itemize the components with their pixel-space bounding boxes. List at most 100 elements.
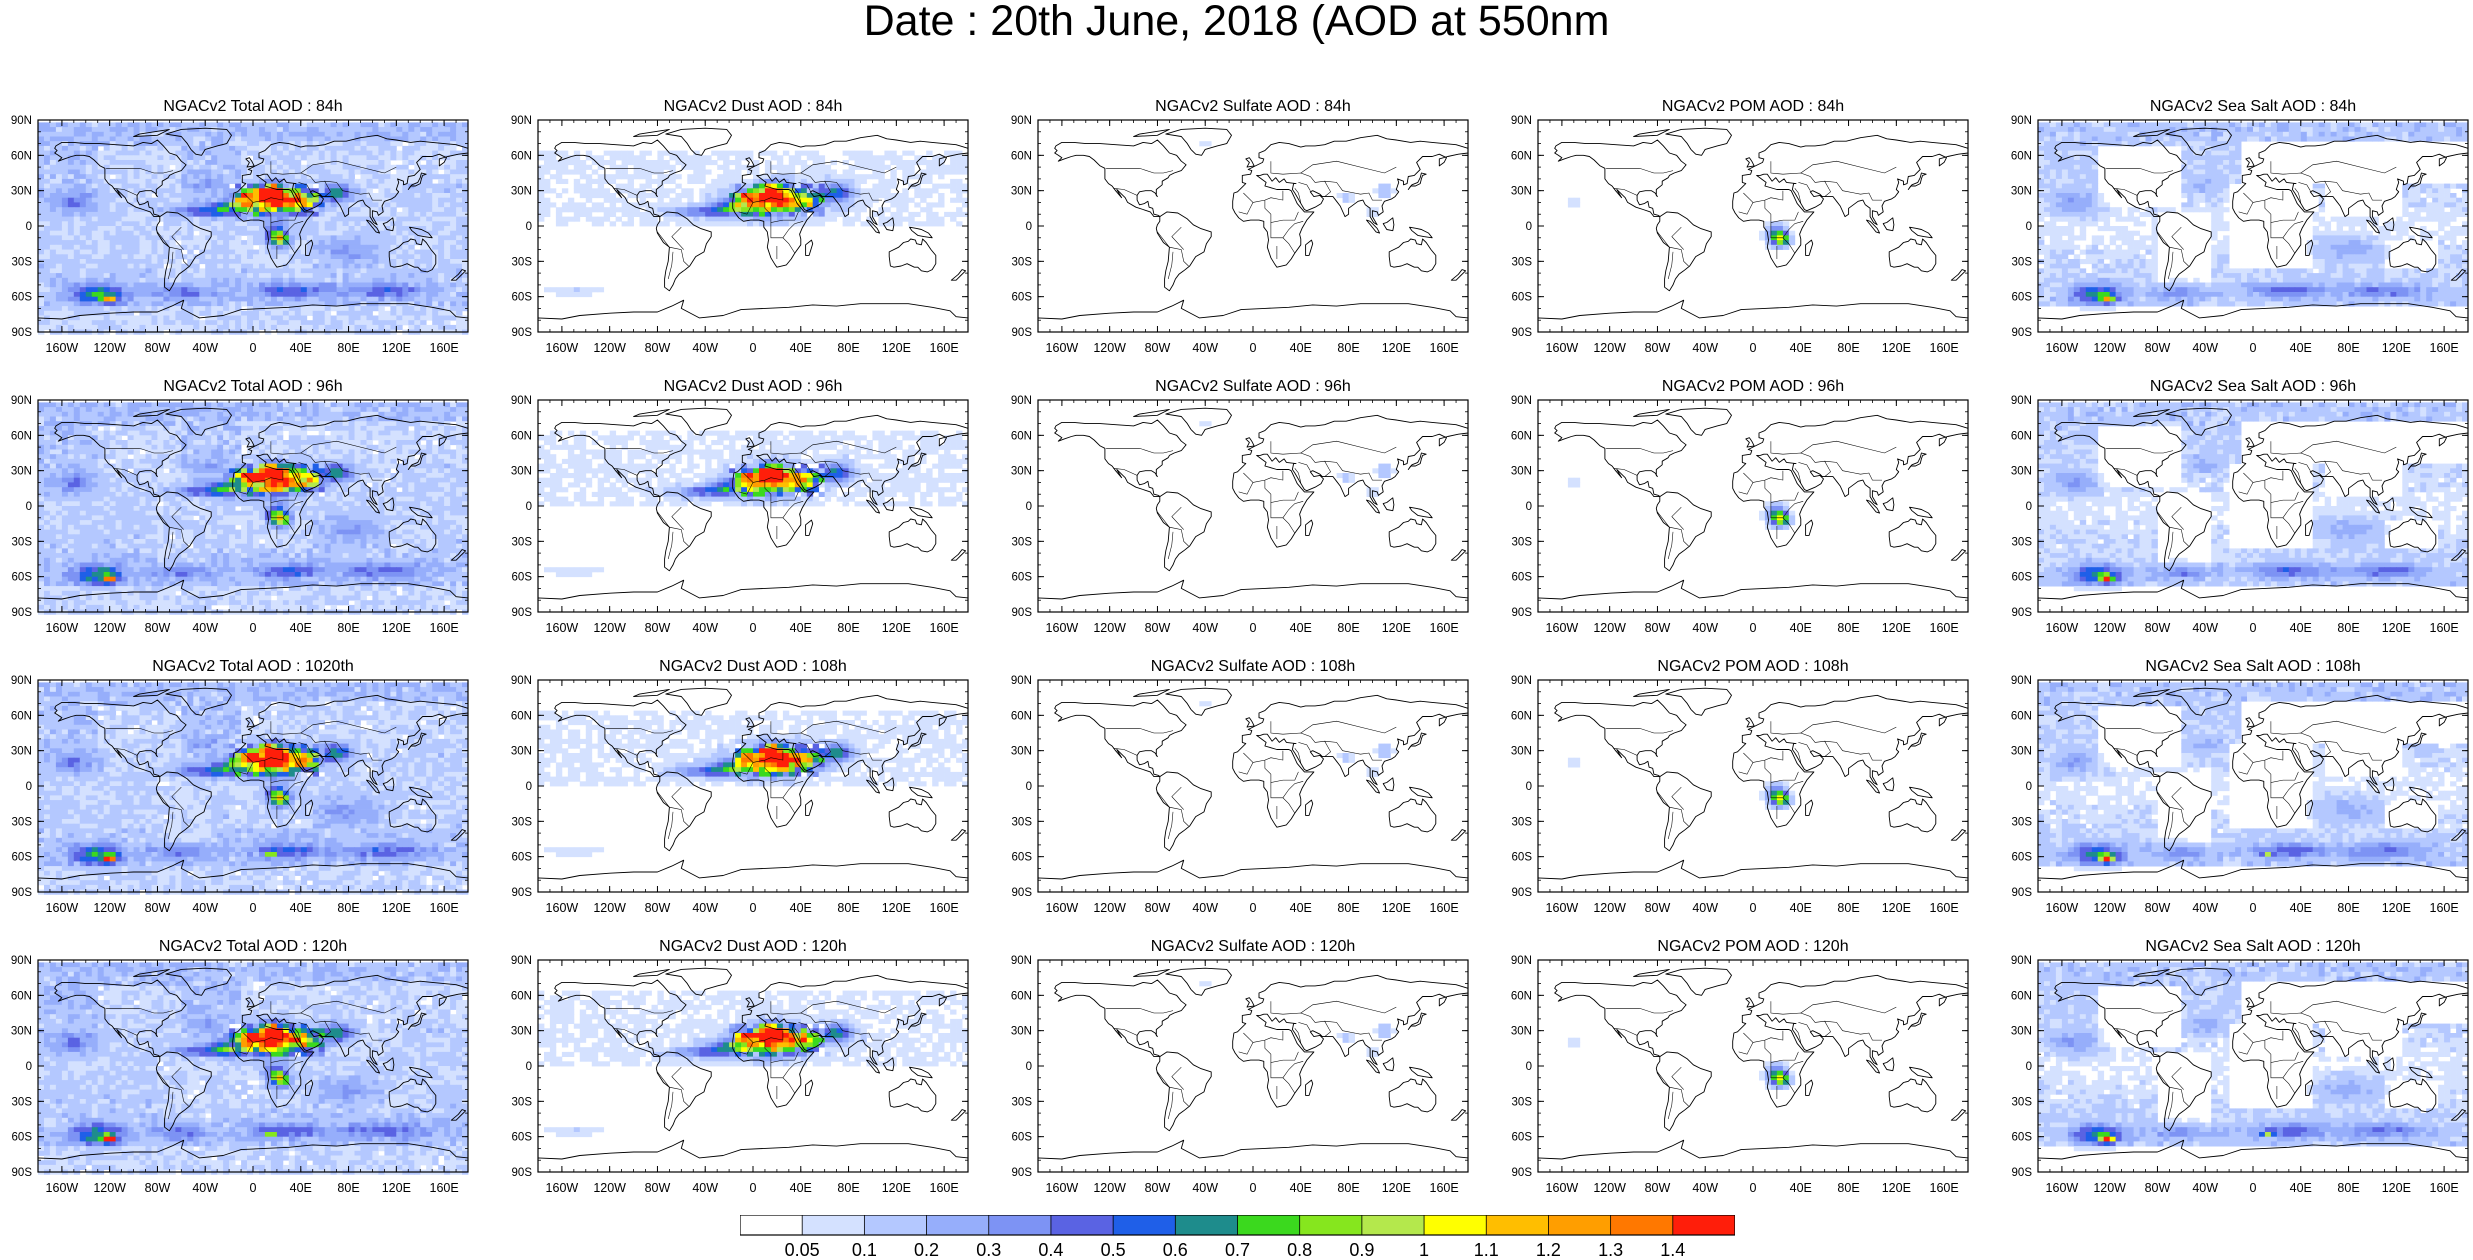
aod-cell [97,164,105,170]
aod-cell [181,150,188,156]
aod-cell [2282,122,2290,128]
aod-cell [384,244,391,250]
aod-cell [229,310,236,316]
aod-cell [354,150,361,156]
aod-cell [639,202,646,208]
aod-cell [806,197,814,203]
aod-cell [139,287,146,293]
aod-cell [73,155,81,161]
aod-cell [187,324,194,331]
new-zealand-coastline [450,269,467,281]
aod-cell [938,197,945,203]
aod-cell [306,145,314,152]
aod-cell [920,174,927,180]
aod-cell [97,273,105,279]
aod-cell [450,197,457,203]
aod-cell [79,164,87,170]
aod-cell [408,287,415,293]
aod-cell [223,202,230,208]
aod-cell [91,320,99,326]
aod-cell [764,221,772,227]
aod-cell [121,315,128,321]
aod-cell [157,207,164,213]
aod-cell [366,122,373,128]
aod-cell [247,230,254,236]
aod-cell [85,127,93,133]
aod-cell [103,244,111,250]
aod-cell [645,193,652,199]
aod-cell [372,320,379,326]
aod-cell [420,207,427,213]
aod-cell [109,141,117,147]
aod-cell [324,301,332,307]
aod-cell [115,131,122,137]
aod-cell [55,164,63,170]
aod-cell [693,160,700,166]
aod-cell [175,268,182,274]
aod-cell [73,263,81,269]
aod-cell [121,141,128,147]
aod-cell [402,263,409,269]
aod-cell [306,197,314,203]
aod-cell [163,174,170,180]
aod-cell [354,207,361,213]
aod-cell [914,183,921,189]
aod-cell [139,310,146,316]
aod-cell [1770,244,1778,250]
greenland-coastline [665,127,732,156]
aod-cell [193,127,200,133]
aod-cell [211,145,218,152]
aod-cell [354,183,361,189]
aod-cell [444,160,451,166]
aod-cell [1776,226,1784,232]
aod-cell [282,244,290,250]
aod-cell [723,202,730,208]
aod-cell [288,207,296,213]
aod-cell [61,164,69,170]
aod-cell [330,315,337,321]
aod-cell [97,155,105,161]
aod-cell [73,282,81,288]
aod-cell [109,249,117,255]
aod-cell [794,174,802,180]
aod-cell [462,155,469,161]
aod-cell [770,202,778,208]
aod-cell [555,169,563,175]
aod-cell [264,244,272,250]
aod-cell [848,178,855,185]
aod-cell [91,254,99,260]
aod-cell [432,141,439,147]
aod-cell [324,122,332,128]
aod-cell [175,169,182,175]
aod-cell [187,160,194,166]
aod-cell [462,226,469,232]
aod-cell [366,174,373,180]
aod-cell [127,183,134,189]
aod-cell [627,155,634,161]
aod-cell [438,249,445,255]
aod-cell [61,320,69,326]
south-america-coastline [155,211,212,292]
aod-cell [342,202,349,208]
aod-cell [91,164,99,170]
aod-cell [264,230,272,236]
aod-cell [103,240,111,246]
aod-cell [782,150,790,156]
aod-cell [157,240,164,246]
aod-cell [812,183,820,189]
aod-cell [288,174,296,180]
aod-cell [300,306,308,312]
border-line [238,202,254,215]
aod-cell [848,188,855,194]
border-line [294,188,302,203]
aod-cell [61,127,69,133]
aod-cell [270,122,278,128]
aod-cell [962,160,969,166]
aod-cell [235,254,242,260]
aod-cell [456,268,463,274]
aod-cell [44,145,51,152]
aod-cell [438,216,445,222]
aod-cell [175,249,182,255]
aod-cell [444,216,451,222]
aod-cell [121,235,128,241]
